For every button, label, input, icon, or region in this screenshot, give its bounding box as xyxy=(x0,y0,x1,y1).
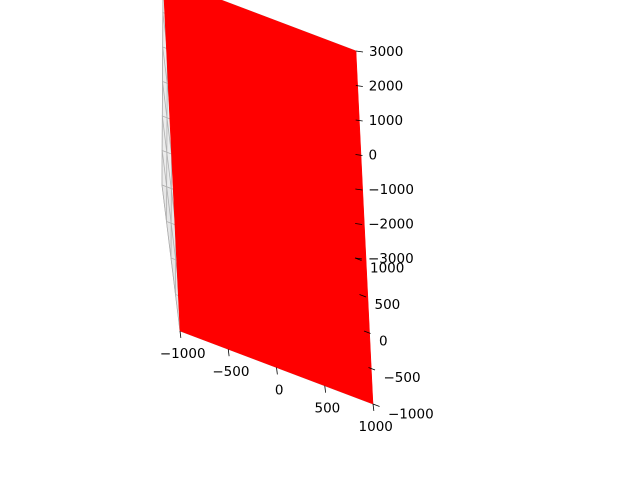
tick-labels: −1000−50005001000−1000−50005001000−3000−… xyxy=(160,44,434,435)
x-tick xyxy=(372,403,375,411)
y-tick xyxy=(372,403,380,407)
z-tick xyxy=(355,85,363,87)
z-tick xyxy=(355,50,364,53)
z-tick xyxy=(355,223,363,225)
y-tick xyxy=(359,294,367,298)
z-tick xyxy=(354,257,363,260)
z-tick-label: −2000 xyxy=(368,217,414,233)
x-tick xyxy=(227,349,230,357)
z-tick-label: −3000 xyxy=(368,251,414,267)
y-tick xyxy=(368,367,376,371)
x-tick xyxy=(324,385,327,393)
x-tick-label: −500 xyxy=(212,364,249,380)
y-tick xyxy=(363,330,371,334)
z-tick-label: 3000 xyxy=(369,44,403,60)
y-tick-label: 0 xyxy=(379,334,388,350)
tick-marks xyxy=(179,50,380,411)
y-tick-label: −1000 xyxy=(388,407,434,423)
x-tick xyxy=(276,367,278,375)
z-tick xyxy=(355,188,363,191)
z-tick xyxy=(355,154,363,156)
surface-plane xyxy=(163,0,374,405)
x-tick-label: 0 xyxy=(275,382,284,398)
y-tick-label: −500 xyxy=(384,370,421,386)
z-tick-label: 1000 xyxy=(369,113,403,129)
z-tick-label: 0 xyxy=(369,148,378,164)
x-tick-label: 500 xyxy=(315,401,341,417)
x-tick-label: −1000 xyxy=(160,346,206,362)
surface-layer xyxy=(163,0,374,405)
z-tick-label: −1000 xyxy=(368,182,414,198)
y-tick-label: 500 xyxy=(375,297,401,313)
x-tick-label: 1000 xyxy=(359,419,393,435)
y-tick-label: 1000 xyxy=(370,261,404,277)
z-tick-label: 2000 xyxy=(369,79,403,95)
x-tick xyxy=(179,330,182,338)
z-tick xyxy=(355,119,363,122)
